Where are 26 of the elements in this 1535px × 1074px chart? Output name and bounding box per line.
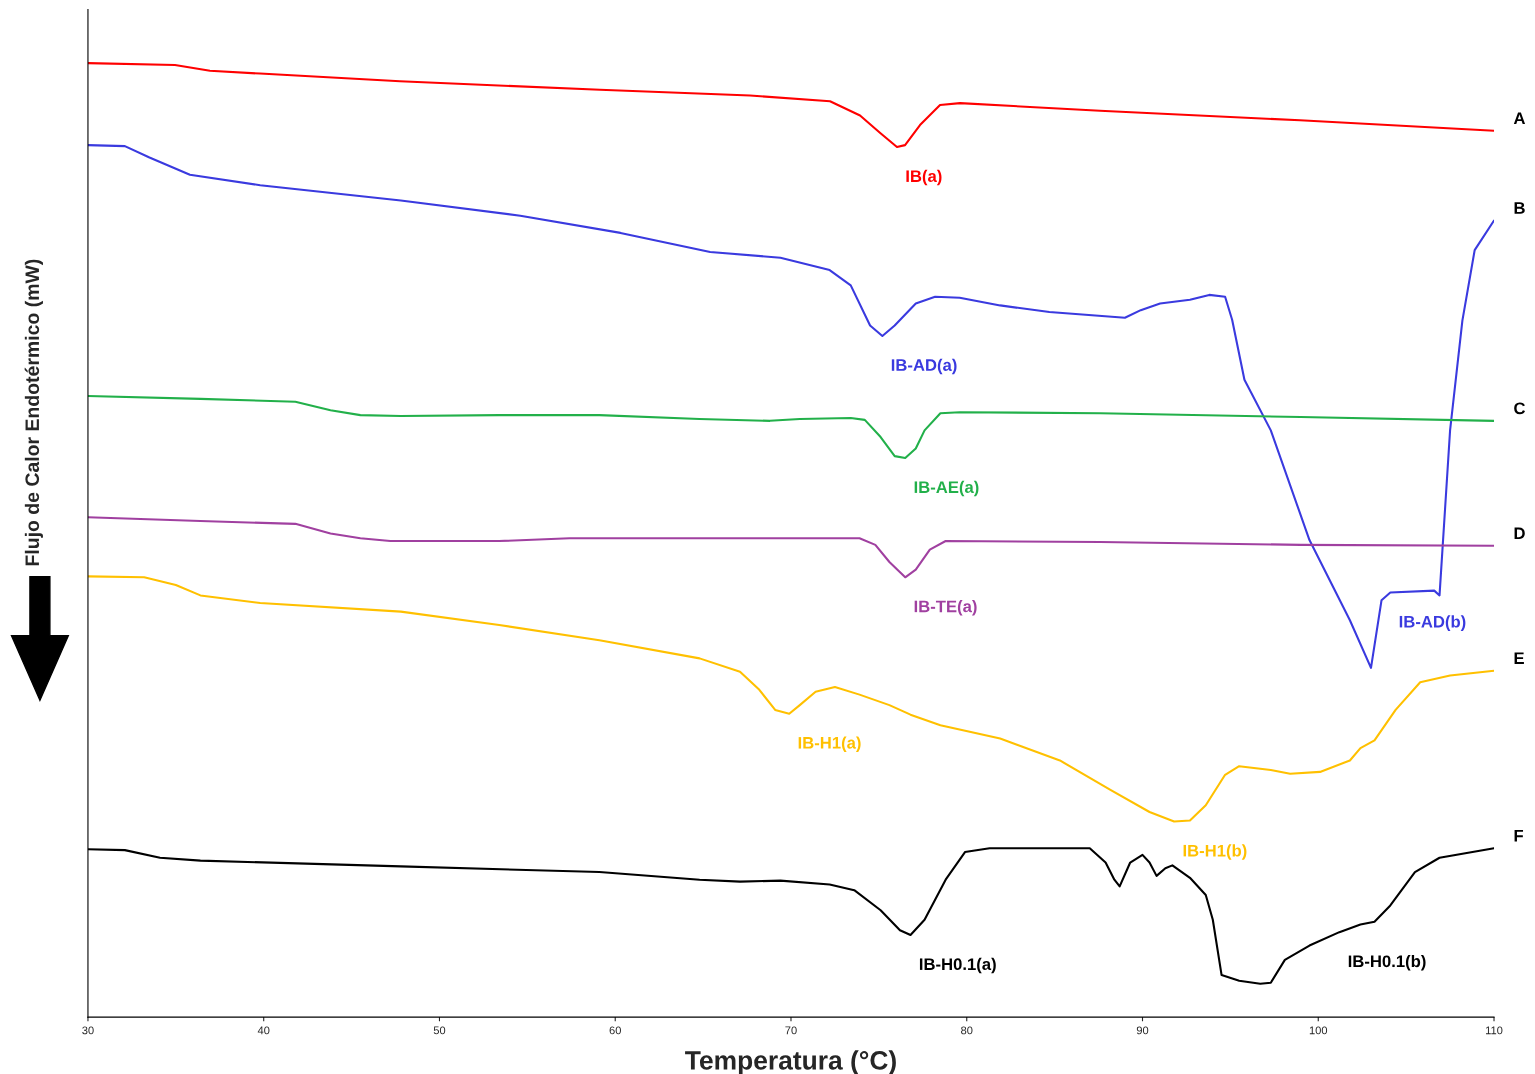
series-label: B [1514, 202, 1525, 214]
annotation: IB-H1(a) [798, 736, 861, 753]
series-label: D [1514, 527, 1525, 540]
annotation: IB-AE(a) [914, 480, 979, 497]
series-label: E [1514, 652, 1524, 664]
annotation: IB-TE(a) [914, 600, 977, 616]
annotation: IB-AD(a) [891, 358, 957, 375]
x-tick-label: 100 [1309, 1026, 1328, 1035]
x-tick-label: 50 [433, 1026, 446, 1035]
annotation: IB(a) [906, 169, 942, 186]
x-tick-label: 30 [82, 1026, 94, 1035]
y-axis-title: Flujo de Calor Endotérmico (mW) [24, 259, 43, 566]
series-label: C [1514, 402, 1526, 415]
series-label: F [1514, 829, 1524, 842]
series-label: A [1513, 112, 1526, 125]
x-tick-label: 60 [609, 1026, 621, 1035]
x-tick-label: 110 [1486, 1026, 1503, 1035]
x-tick-label: 70 [785, 1026, 797, 1035]
annotation: IB-H0.1(a) [919, 957, 996, 974]
annotation: IB-AD(b) [1399, 615, 1466, 631]
annotation: IB-H1(b) [1183, 844, 1247, 860]
x-tick-label: 90 [1136, 1026, 1149, 1035]
x-tick-label: 40 [257, 1026, 270, 1035]
annotation: IB-H0.1(b) [1348, 954, 1426, 971]
x-tick-label: 80 [961, 1026, 973, 1035]
x-axis-title: Temperatura (°C) [685, 1050, 896, 1074]
